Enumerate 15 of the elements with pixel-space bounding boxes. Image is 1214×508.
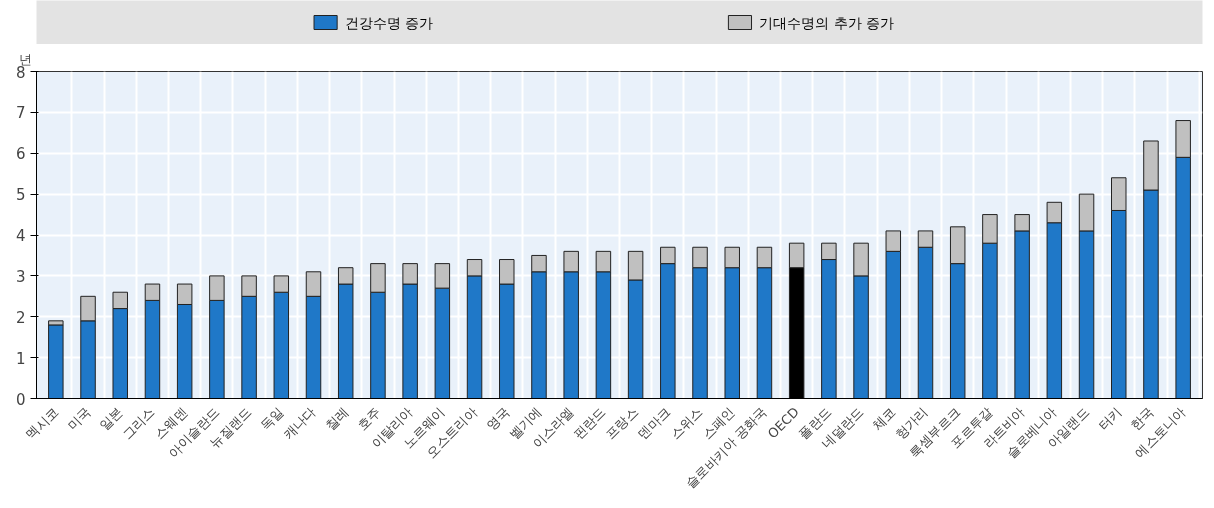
legend-label: 건강수명 증가 [344,14,434,31]
y-tick-label: 1 [15,349,26,368]
x-tick-label: 터키 [1095,404,1125,434]
x-tick-label: 칠레 [322,404,352,434]
x-tick-label: 미국 [64,404,94,434]
y-axis-title: 년 [18,51,32,67]
y-tick-label: 2 [15,308,26,327]
bar [48,324,64,399]
y-tick-label: 0 [15,390,26,409]
y-tick-label: 4 [15,227,26,245]
legend-label: 기대수명의 추가 증가 [759,14,895,31]
y-tick-label: 5 [15,186,26,205]
y-tick-label: 6 [15,145,26,164]
y-tick-label: 3 [15,267,26,286]
y-tick-label: 7 [15,104,26,123]
